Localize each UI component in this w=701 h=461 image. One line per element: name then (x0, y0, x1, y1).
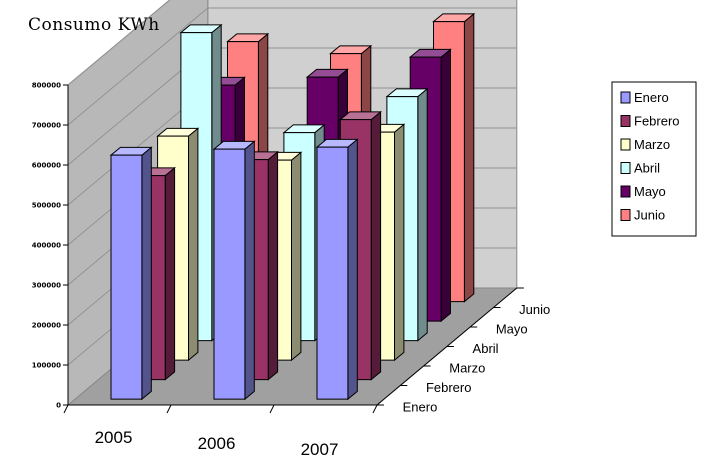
bar-side (440, 48, 451, 323)
y-axis: 0 100000 200000 300000 400000 500000 600000 700… (32, 82, 69, 410)
x-tick-label: 2005 (95, 428, 133, 447)
legend-swatch (620, 185, 631, 198)
x-axis: 2005 2006 2007 (63, 404, 378, 459)
legend-label: Junio (634, 208, 665, 223)
depth-tick-label: Junio (519, 302, 550, 317)
y-tick-label: 100000 (32, 362, 61, 370)
bar-enero-2006 (212, 140, 256, 401)
bar-enero-2007 (315, 138, 359, 401)
bar-side (188, 127, 199, 362)
bar-side (370, 110, 382, 381)
legend-label: Febrero (634, 114, 680, 129)
depth-tick-label: Febrero (426, 380, 472, 395)
legend-swatch (620, 115, 631, 127)
bar-enero-2005 (109, 146, 153, 401)
x-tick-mark (372, 404, 378, 414)
legend-label: Mayo (634, 184, 666, 199)
y-tick-label: 400000 (32, 242, 61, 250)
y-tick-label: 500000 (32, 202, 61, 210)
x-tick-mark (63, 404, 69, 414)
depth-axis: Enero Febrero Marzo Abril Mayo Junio (376, 287, 550, 414)
bar-front (110, 154, 143, 400)
legend-label: Abril (634, 161, 660, 176)
y-tick-label: 600000 (32, 162, 61, 170)
legend-label: Enero (634, 90, 669, 105)
depth-tick-label: Abril (473, 341, 499, 356)
y-tick-label: 0 (56, 402, 61, 410)
gridline (67, 0, 171, 86)
x-tick-mark (166, 404, 172, 414)
y-tick-label: 800000 (32, 82, 61, 90)
bar-front (316, 146, 349, 400)
legend: Enero Febrero Marzo Abril Mayo Junio (611, 81, 697, 237)
bar-front (213, 148, 246, 400)
bar-side (347, 138, 358, 401)
bar-side (417, 87, 428, 342)
bar-side (463, 12, 475, 303)
x-tick-label: 2006 (198, 434, 236, 453)
depth-tick-label: Marzo (449, 360, 485, 375)
chart-title: Consumo KWh (28, 15, 160, 35)
bar-side (291, 151, 302, 362)
gridline (67, 7, 517, 126)
bar-side (394, 123, 405, 362)
bar-side (164, 166, 176, 381)
y-tick-label: 700000 (32, 122, 61, 130)
legend-swatch (620, 209, 631, 221)
bar-side (267, 150, 279, 381)
depth-tick-label: Enero (403, 399, 438, 414)
legend-swatch (620, 162, 631, 174)
legend-swatch (620, 138, 631, 151)
x-tick-mark (269, 404, 275, 414)
legend-label: Marzo (634, 137, 670, 152)
legend-swatch (620, 91, 631, 104)
y-tick-label: 300000 (32, 282, 61, 290)
x-tick-label: 2007 (301, 440, 339, 459)
bars (109, 12, 476, 401)
bar-side (244, 140, 255, 401)
bar-side (141, 146, 152, 401)
depth-tick-label: Mayo (496, 321, 528, 336)
y-tick-label: 200000 (32, 322, 61, 330)
